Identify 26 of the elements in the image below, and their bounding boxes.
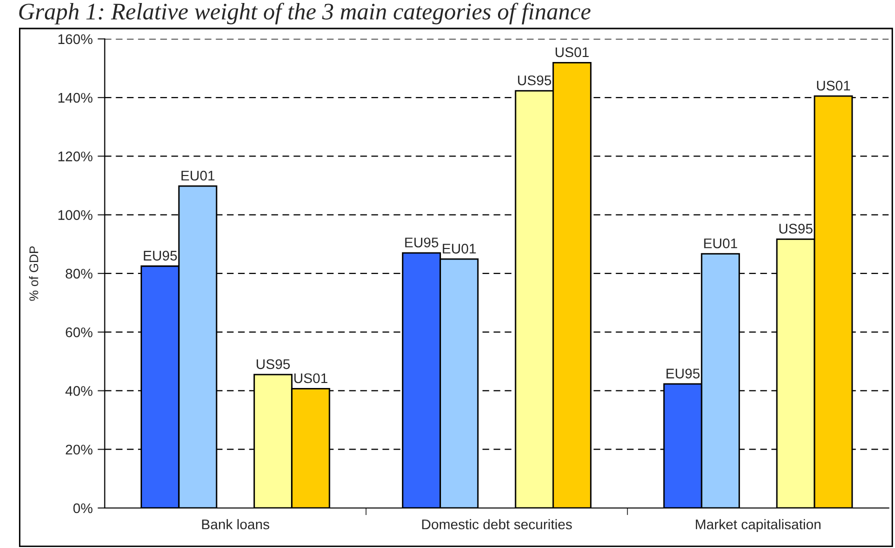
- y-tick-label: 160%: [58, 34, 92, 44]
- text: EU01: [182, 170, 214, 181]
- y-tick-label: 100%: [58, 210, 92, 220]
- text: EU01: [704, 238, 738, 248]
- x-tick-label: Bank loans: [202, 519, 270, 530]
- y-tick-label: 80%: [66, 268, 92, 279]
- series-label: US01: [556, 47, 589, 58]
- series-label: US95: [518, 75, 552, 86]
- series-label: EU95: [666, 368, 700, 378]
- chart-title: Graph 1: Relative weight of the 3 main categories of finance: [19, 2, 590, 24]
- y-tick-label: 40%: [65, 386, 92, 396]
- y-tick-label: 20%: [66, 444, 92, 455]
- text: EU95: [405, 238, 438, 248]
- y-tick-label: 60%: [66, 327, 92, 338]
- text: US95: [256, 359, 290, 370]
- text: US01: [817, 80, 850, 91]
- x-tick-label: Domestic debt securities: [422, 519, 572, 530]
- series-label: EU01: [442, 244, 476, 254]
- y-tick-label: 120%: [58, 152, 92, 162]
- text: US01: [294, 373, 328, 384]
- text: US95: [779, 224, 812, 234]
- y-axis-title: % of GDP: [29, 246, 38, 301]
- y-tick-label: 0%: [73, 503, 92, 514]
- x-tick-label: Market capitalisation: [696, 519, 820, 532]
- text: EU95: [144, 250, 177, 261]
- y-tick-label: 140%: [58, 92, 92, 103]
